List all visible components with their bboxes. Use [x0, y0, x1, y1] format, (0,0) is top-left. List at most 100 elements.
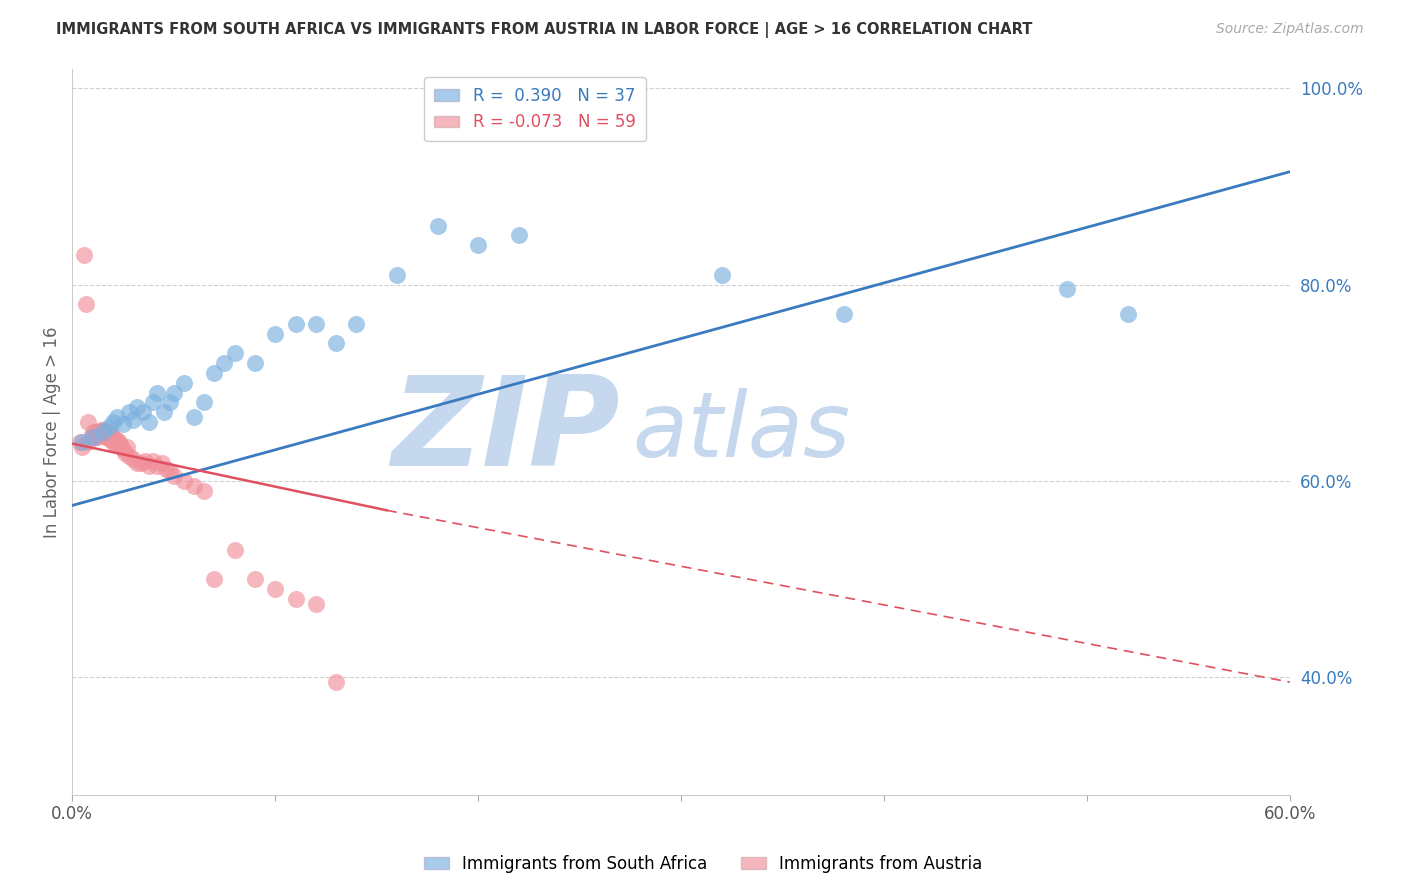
Point	[93, 430, 115, 444]
Point	[159, 464, 181, 478]
Point	[224, 346, 246, 360]
Point	[91, 425, 114, 439]
Point	[163, 469, 186, 483]
Point	[134, 454, 156, 468]
Point	[97, 420, 120, 434]
Point	[122, 413, 145, 427]
Point	[264, 326, 287, 341]
Point	[111, 417, 134, 431]
Point	[97, 426, 120, 441]
Text: ZIP: ZIP	[391, 371, 620, 492]
Point	[86, 426, 108, 441]
Point	[100, 433, 122, 447]
Point	[91, 423, 114, 437]
Point	[87, 426, 110, 441]
Point	[146, 385, 169, 400]
Point	[118, 450, 141, 464]
Y-axis label: In Labor Force | Age > 16: In Labor Force | Age > 16	[44, 326, 60, 538]
Legend: Immigrants from South Africa, Immigrants from Austria: Immigrants from South Africa, Immigrants…	[418, 848, 988, 880]
Point	[100, 426, 122, 441]
Point	[93, 426, 115, 441]
Text: atlas: atlas	[633, 388, 851, 475]
Point	[1056, 282, 1078, 296]
Point	[152, 405, 174, 419]
Point	[104, 436, 127, 450]
Point	[108, 434, 131, 449]
Point	[173, 376, 195, 390]
Text: Source: ZipAtlas.com: Source: ZipAtlas.com	[1216, 22, 1364, 37]
Point	[305, 317, 328, 331]
Point	[108, 436, 131, 450]
Point	[832, 307, 855, 321]
Point	[1116, 307, 1139, 321]
Point	[284, 591, 307, 606]
Point	[214, 356, 236, 370]
Point	[111, 442, 134, 457]
Point	[202, 366, 225, 380]
Point	[243, 572, 266, 586]
Point	[325, 336, 347, 351]
Point	[132, 405, 155, 419]
Point	[508, 228, 530, 243]
Point	[115, 440, 138, 454]
Point	[72, 440, 94, 454]
Point	[82, 430, 104, 444]
Point	[284, 317, 307, 331]
Point	[202, 572, 225, 586]
Point	[173, 474, 195, 488]
Point	[138, 415, 160, 429]
Point	[90, 423, 112, 437]
Point	[72, 434, 94, 449]
Point	[710, 268, 733, 282]
Point	[150, 456, 173, 470]
Point	[118, 405, 141, 419]
Point	[75, 297, 97, 311]
Point	[91, 426, 114, 441]
Point	[83, 425, 105, 439]
Point	[105, 410, 128, 425]
Point	[146, 459, 169, 474]
Point	[159, 395, 181, 409]
Point	[96, 425, 118, 439]
Point	[426, 219, 449, 233]
Point	[193, 395, 215, 409]
Point	[264, 582, 287, 596]
Point	[142, 395, 165, 409]
Point	[114, 446, 136, 460]
Point	[142, 454, 165, 468]
Point	[77, 434, 100, 449]
Point	[79, 430, 101, 444]
Point	[183, 410, 205, 425]
Point	[163, 385, 186, 400]
Point	[101, 415, 124, 429]
Point	[110, 440, 132, 454]
Point	[77, 415, 100, 429]
Point	[122, 452, 145, 467]
Point	[82, 430, 104, 444]
Point	[127, 456, 149, 470]
Point	[467, 238, 489, 252]
Point	[101, 430, 124, 444]
Point	[105, 433, 128, 447]
Point	[86, 430, 108, 444]
Point	[127, 401, 149, 415]
Point	[96, 430, 118, 444]
Point	[155, 462, 177, 476]
Point	[305, 597, 328, 611]
Point	[138, 459, 160, 474]
Point	[344, 317, 367, 331]
Point	[87, 425, 110, 439]
Point	[90, 425, 112, 439]
Point	[83, 430, 105, 444]
Point	[224, 542, 246, 557]
Point	[325, 675, 347, 690]
Point	[385, 268, 408, 282]
Legend: R =  0.390   N = 37, R = -0.073   N = 59: R = 0.390 N = 37, R = -0.073 N = 59	[425, 77, 645, 141]
Point	[183, 479, 205, 493]
Point	[82, 425, 104, 439]
Point	[193, 483, 215, 498]
Point	[97, 430, 120, 444]
Point	[73, 248, 96, 262]
Point	[129, 456, 152, 470]
Point	[243, 356, 266, 370]
